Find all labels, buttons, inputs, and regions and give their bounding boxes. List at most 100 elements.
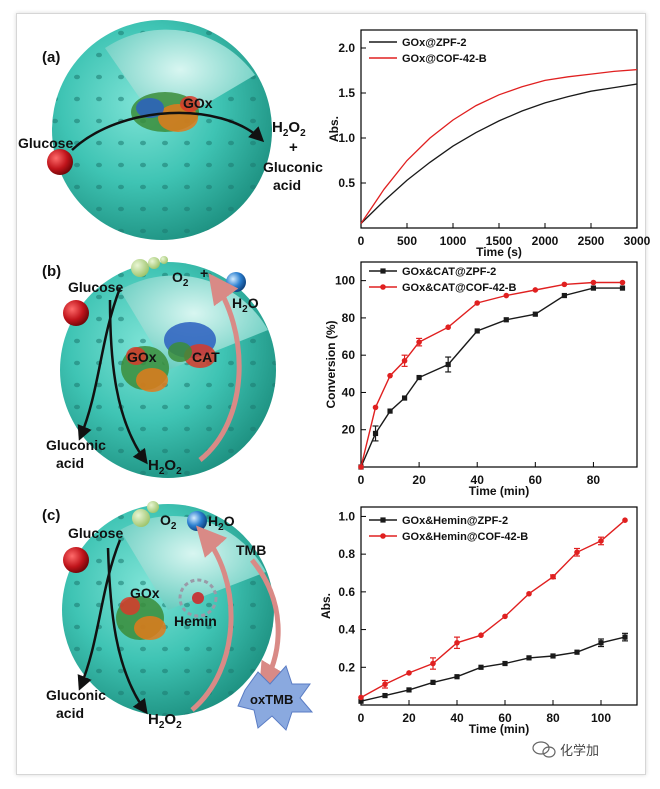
h2o-label-b: H2O [232, 295, 259, 315]
h2o2-label-b: H2O2 [148, 457, 182, 477]
oxtmb-burst [237, 665, 314, 731]
x-axis-title: Time (min) [469, 484, 529, 498]
x-tick-label: 80 [587, 473, 601, 487]
tmb-label-c: TMB [236, 542, 266, 558]
gluconic-label-b-2: acid [56, 455, 84, 471]
data-point [416, 374, 422, 381]
data-point [406, 670, 412, 676]
chart-a-abs-vs-time: 0 500 1000 1500 2000 2500 3000 0.5 1.0 1.5 2.0 Time… [327, 29, 651, 259]
data-point [598, 538, 604, 544]
plot-frame [360, 506, 638, 706]
data-point [430, 679, 436, 685]
legend-marker [380, 533, 386, 539]
watermark-text: 化学加 [560, 743, 599, 758]
o2-bubbles-b [131, 256, 168, 277]
hemin-molecule-c [178, 578, 218, 618]
arrow-gluconic-b [77, 287, 122, 441]
series-line [360, 68, 638, 224]
legend-label: GOx&Hemin@COF-42-B [402, 531, 528, 543]
x-axis-title: Time (s) [476, 245, 522, 259]
legend-label: GOx&CAT@ZPF-2 [402, 266, 496, 278]
o2-label-b: O2 [172, 269, 189, 289]
sphere-a-cutaway [105, 29, 255, 131]
gluconic-label-b-1: Gluconic [46, 437, 106, 453]
data-point [532, 287, 539, 293]
legend-marker [380, 284, 386, 290]
data-point [445, 361, 451, 368]
arrow-hemin-c [190, 525, 234, 712]
sphere-c-cutaway [120, 516, 266, 610]
y-tick-label: 0.5 [338, 176, 355, 190]
panel-b-schematic: (b) Glucose O2 + [42, 256, 276, 478]
data-point [502, 660, 508, 667]
plot-frame [360, 261, 638, 468]
panel-b-label: (b) [42, 263, 61, 280]
gox-label-c: GOx [130, 585, 160, 601]
panel-a-schematic: (a) Glucose GOx H2O2 + Gluconic acid [18, 20, 323, 240]
x-tick-label: 20 [402, 711, 416, 725]
plus-b: + [200, 265, 208, 281]
x-tick-label: 0 [358, 234, 365, 248]
gluconic-label-a-2: acid [273, 177, 301, 193]
plus-a: + [289, 139, 298, 156]
series-line [360, 287, 623, 468]
data-point [372, 430, 379, 437]
y-tick-label: 80 [342, 311, 356, 325]
y-tick-label: 60 [342, 348, 356, 362]
data-point [619, 279, 626, 286]
x-tick-label: 40 [471, 473, 485, 487]
series-line [360, 83, 638, 224]
x-tick-label: 20 [412, 473, 426, 487]
h2o-ball-c [187, 511, 207, 531]
legend-label: GOx@ZPF-2 [402, 37, 467, 49]
arrow-cat-b [198, 273, 242, 462]
x-tick-label: 1500 [486, 234, 513, 248]
x-axis-title: Time (min) [469, 722, 529, 736]
data-point [598, 640, 604, 646]
x-tick-label: 2500 [578, 234, 605, 248]
oxtmb-label-c: oxTMB [250, 692, 293, 707]
gox-protein-c [116, 596, 166, 640]
gluconic-label-c-1: Gluconic [46, 687, 106, 703]
series-0: GOx&CAT@ZPF-2 [358, 266, 626, 470]
legend-label: GOx&CAT@COF-42-B [402, 282, 516, 294]
data-point [622, 517, 628, 523]
arrow-tmb-c [250, 558, 288, 694]
series-1: GOx&Hemin@COF-42-B [358, 517, 628, 701]
legend-marker [380, 517, 386, 523]
y-tick-label: 0.4 [338, 623, 355, 637]
y-tick-label: 0.8 [338, 547, 355, 561]
data-point [445, 324, 451, 331]
gox-label-b: GOx [127, 349, 157, 365]
y-axis-title: Abs. [319, 593, 333, 619]
o2-label-c: O2 [160, 512, 177, 532]
chart-b-conversion-vs-time: 0 20 40 60 80 20 40 60 80 100 Time (min) Conversion… [324, 261, 638, 498]
gluconic-label-c-2: acid [56, 705, 84, 721]
data-point [358, 698, 364, 704]
y-tick-label: 1.5 [338, 86, 355, 100]
gox-protein-b [121, 346, 169, 392]
data-point [550, 573, 556, 580]
data-point [454, 674, 460, 680]
data-point [550, 653, 556, 659]
glucose-label-a: Glucose [18, 135, 73, 151]
data-point [406, 687, 412, 693]
glucose-label-b: Glucose [68, 279, 123, 295]
panel-a-label: (a) [42, 49, 60, 66]
data-point [622, 634, 628, 640]
hemin-label-c: Hemin [174, 613, 217, 629]
wechat-icon [532, 741, 556, 758]
reaction-arrow-a [71, 111, 265, 151]
data-point [502, 613, 508, 620]
x-tick-label: 60 [498, 711, 512, 725]
sphere-b [60, 262, 276, 478]
y-axis-title: Conversion (%) [324, 320, 338, 408]
data-point [430, 660, 436, 667]
h2o2-label-c: H2O2 [148, 711, 182, 731]
data-point [574, 649, 580, 655]
glucose-ball-a [47, 149, 73, 175]
y-tick-label: 2.0 [338, 41, 355, 55]
x-tick-label: 2000 [532, 234, 559, 248]
data-point [478, 632, 484, 639]
data-point [401, 395, 408, 401]
